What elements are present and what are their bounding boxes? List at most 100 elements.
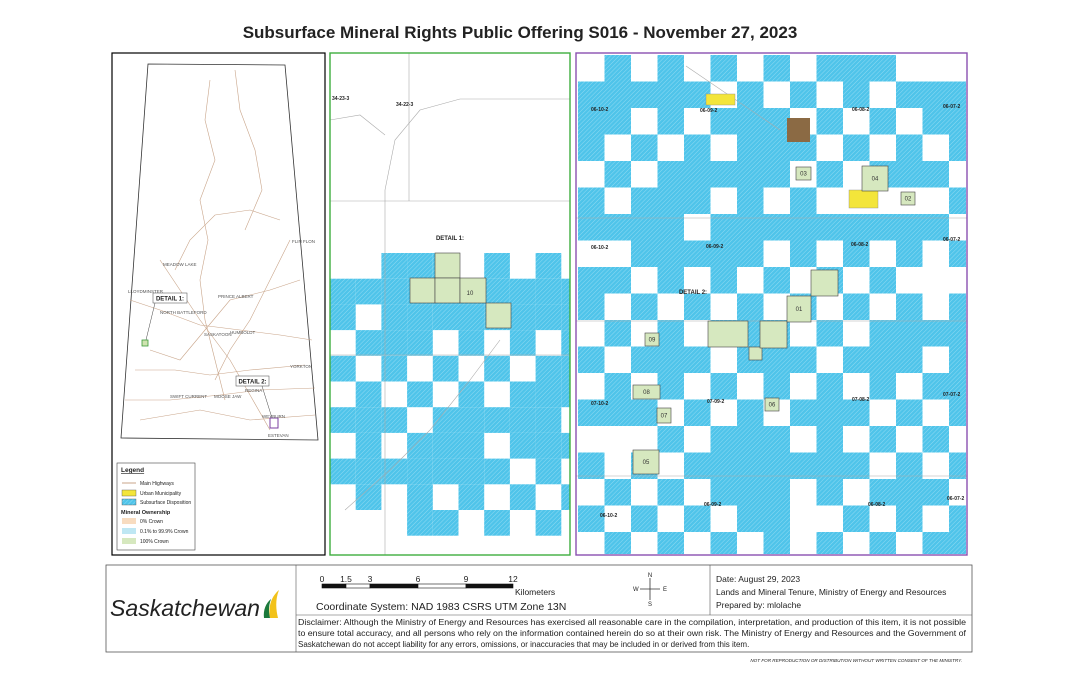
disposition: [869, 479, 896, 506]
legend-swatch: [122, 528, 136, 534]
highway: [234, 69, 263, 231]
disposition: [710, 214, 737, 241]
disposition: [763, 373, 790, 400]
disposition: [604, 161, 631, 188]
offered-parcels: 01 02 03 04 05 06 07 08 09: [632, 165, 916, 475]
legend-swatch: [121, 498, 137, 506]
offered-parcel: [764, 397, 780, 412]
highway: [159, 259, 271, 431]
disposition: [484, 253, 510, 279]
disposition: [949, 532, 966, 554]
disposition: [509, 304, 536, 331]
disposition: [896, 320, 923, 347]
disposition: [432, 510, 459, 536]
disposition: [922, 108, 949, 135]
disposition: [869, 55, 896, 82]
detail-label: DETAIL 1:: [156, 297, 184, 303]
compass-label: E: [663, 587, 667, 593]
legend-item: 0.1% to 99.9% Crown: [140, 529, 189, 535]
disposition: [561, 432, 570, 459]
disposition: [578, 399, 605, 426]
disposition: [381, 253, 408, 279]
legend-swatch: [122, 518, 136, 524]
disclaimer-line: to ensure total accuracy, and all person…: [298, 629, 967, 638]
disposition: [509, 484, 536, 510]
detail-label: DETAIL 1:: [436, 236, 464, 242]
parcel-label: 03: [800, 172, 807, 178]
place-label: PRINCE ALBERT: [218, 294, 254, 299]
scale-label: 12: [508, 574, 518, 584]
detail-callout: [235, 375, 270, 387]
disposition: [816, 108, 843, 135]
parcel-label: 07: [661, 414, 668, 420]
parcel-label: 02: [905, 197, 912, 203]
disposition: [604, 532, 631, 554]
disposition: [604, 399, 631, 426]
disposition: [631, 399, 658, 426]
disposition: [790, 240, 817, 267]
disposition: [710, 532, 737, 554]
disposition: [355, 407, 382, 433]
disposition: [816, 479, 843, 506]
disposition: [604, 479, 631, 506]
disposition: [578, 346, 605, 373]
disposition: [458, 330, 485, 356]
township-label: 06-09-2: [706, 244, 723, 250]
disposition: [657, 373, 684, 400]
disposition: [710, 240, 737, 267]
detail-extent: [141, 339, 149, 347]
legend-item: Main Highways: [140, 481, 174, 487]
disposition: [381, 330, 408, 356]
disposition: [509, 330, 536, 356]
disposition: [896, 240, 923, 267]
disposition: [535, 458, 562, 485]
disposition: [604, 214, 631, 241]
disposition: [561, 355, 570, 382]
disposition: [710, 426, 737, 453]
disposition: [484, 355, 510, 382]
compass-label: W: [633, 587, 639, 593]
disposition: [657, 479, 684, 506]
disposition: [381, 458, 408, 485]
highway: [139, 409, 316, 421]
disposition: [710, 108, 737, 135]
overview-panel: DETAIL 1: DETAIL 2: MEADOW LAKE LLOYDMINS…: [111, 52, 326, 556]
disposition: [869, 373, 896, 400]
disposition: [355, 432, 382, 459]
info-frame: [105, 564, 973, 653]
disposition: [535, 253, 562, 279]
disposition: [458, 381, 485, 408]
place-label: SASKATOON: [204, 332, 232, 337]
disposition: [763, 426, 790, 453]
disposition: [330, 304, 356, 331]
disposition: [355, 381, 382, 408]
disposition: [407, 458, 433, 485]
disposition: [816, 426, 843, 453]
offered-parcel: [861, 165, 889, 192]
disposition: [869, 267, 896, 294]
disposition: [684, 161, 711, 188]
highways: [125, 69, 316, 431]
disposition: [355, 458, 382, 485]
disposition: [763, 108, 790, 135]
township-label: 06-07-2: [947, 496, 964, 502]
disposition: [922, 532, 949, 554]
disposition: [509, 407, 536, 433]
disposition: [484, 278, 510, 305]
legend-item: Urban Municipality: [140, 491, 182, 497]
disposition: [737, 452, 764, 479]
disposition: [710, 55, 737, 82]
disposition: [869, 346, 896, 373]
disposition: [896, 399, 923, 426]
disposition: [763, 214, 790, 241]
scale-label: 6: [416, 574, 421, 584]
detail-2-panel: 01 02 03 04 05 06 07 08 09 06-10-2 06-09-2 06-08-2…: [575, 52, 968, 556]
disposition: [737, 134, 764, 161]
disposition: [763, 505, 790, 532]
disposition: [631, 187, 658, 214]
title: Subsurface Mineral Rights Public Offerin…: [243, 23, 798, 42]
township-labels: 06-10-2 06-09-2 06-08-2 06-07-2 06-10-2 06-09…: [591, 104, 964, 519]
township-label: 06-08-2: [851, 242, 868, 248]
disposition: [330, 458, 356, 485]
